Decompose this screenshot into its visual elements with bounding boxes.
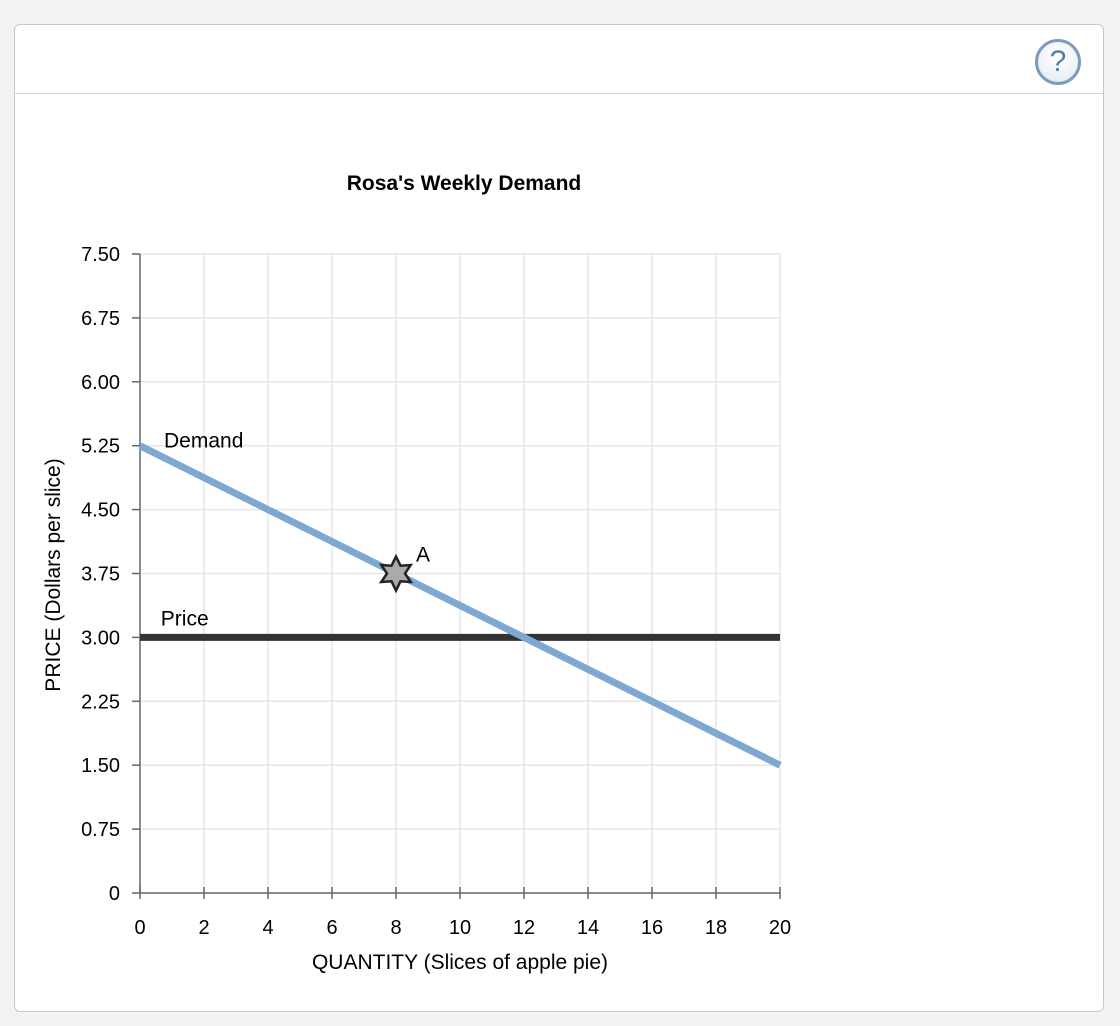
x-tick-label-5: 10 bbox=[449, 917, 471, 939]
panel-divider bbox=[15, 93, 1103, 94]
y-tick-label-0: 0 bbox=[109, 883, 120, 905]
x-tick-label-10: 20 bbox=[769, 917, 791, 939]
demand-line bbox=[138, 442, 782, 769]
x-tick-label-7: 14 bbox=[577, 917, 599, 939]
y-tick-label-9: 6.75 bbox=[81, 308, 120, 330]
y-tick-label-8: 6.00 bbox=[81, 372, 120, 394]
x-tick-label-4: 8 bbox=[390, 917, 401, 939]
x-tick-label-3: 6 bbox=[326, 917, 337, 939]
x-tick-label-8: 16 bbox=[641, 917, 663, 939]
y-tick-label-3: 2.25 bbox=[81, 691, 120, 713]
help-button[interactable]: ? bbox=[1035, 39, 1081, 85]
y-tick-label-2: 1.50 bbox=[81, 755, 120, 777]
point-A-marker bbox=[378, 553, 414, 594]
price-series-label: Price bbox=[161, 607, 209, 630]
y-tick-label-4: 3.00 bbox=[81, 627, 120, 649]
y-tick-label-5: 3.75 bbox=[81, 564, 120, 586]
labels: 0 0.75 1.50 2.25 3.00 3.75 4.50 5.25 6.00 6.75 7.5… bbox=[81, 244, 791, 939]
x-tick-label-6: 12 bbox=[513, 917, 535, 939]
x-tick-label-1: 2 bbox=[198, 917, 209, 939]
x-tick-label-0: 0 bbox=[134, 917, 145, 939]
chart-panel: ? bbox=[14, 24, 1104, 1012]
y-tick-label-6: 4.50 bbox=[81, 500, 120, 522]
series bbox=[138, 442, 782, 769]
x-axis-label: QUANTITY (Slices of apple pie) bbox=[312, 951, 608, 974]
chart-title: Rosa's Weekly Demand bbox=[347, 172, 582, 195]
y-axis-label: PRICE (Dollars per slice) bbox=[42, 458, 65, 691]
x-tick-label-2: 4 bbox=[262, 917, 273, 939]
y-tick-label-1: 0.75 bbox=[81, 819, 120, 841]
y-tick-label-7: 5.25 bbox=[81, 436, 120, 458]
x-tick-label-9: 18 bbox=[705, 917, 727, 939]
y-tick-label-10: 7.50 bbox=[81, 244, 120, 266]
axes bbox=[132, 253, 781, 899]
help-icon: ? bbox=[1049, 45, 1067, 78]
grid bbox=[140, 253, 781, 893]
point-A-label: A bbox=[416, 544, 430, 567]
demand-series-label: Demand bbox=[164, 430, 243, 453]
